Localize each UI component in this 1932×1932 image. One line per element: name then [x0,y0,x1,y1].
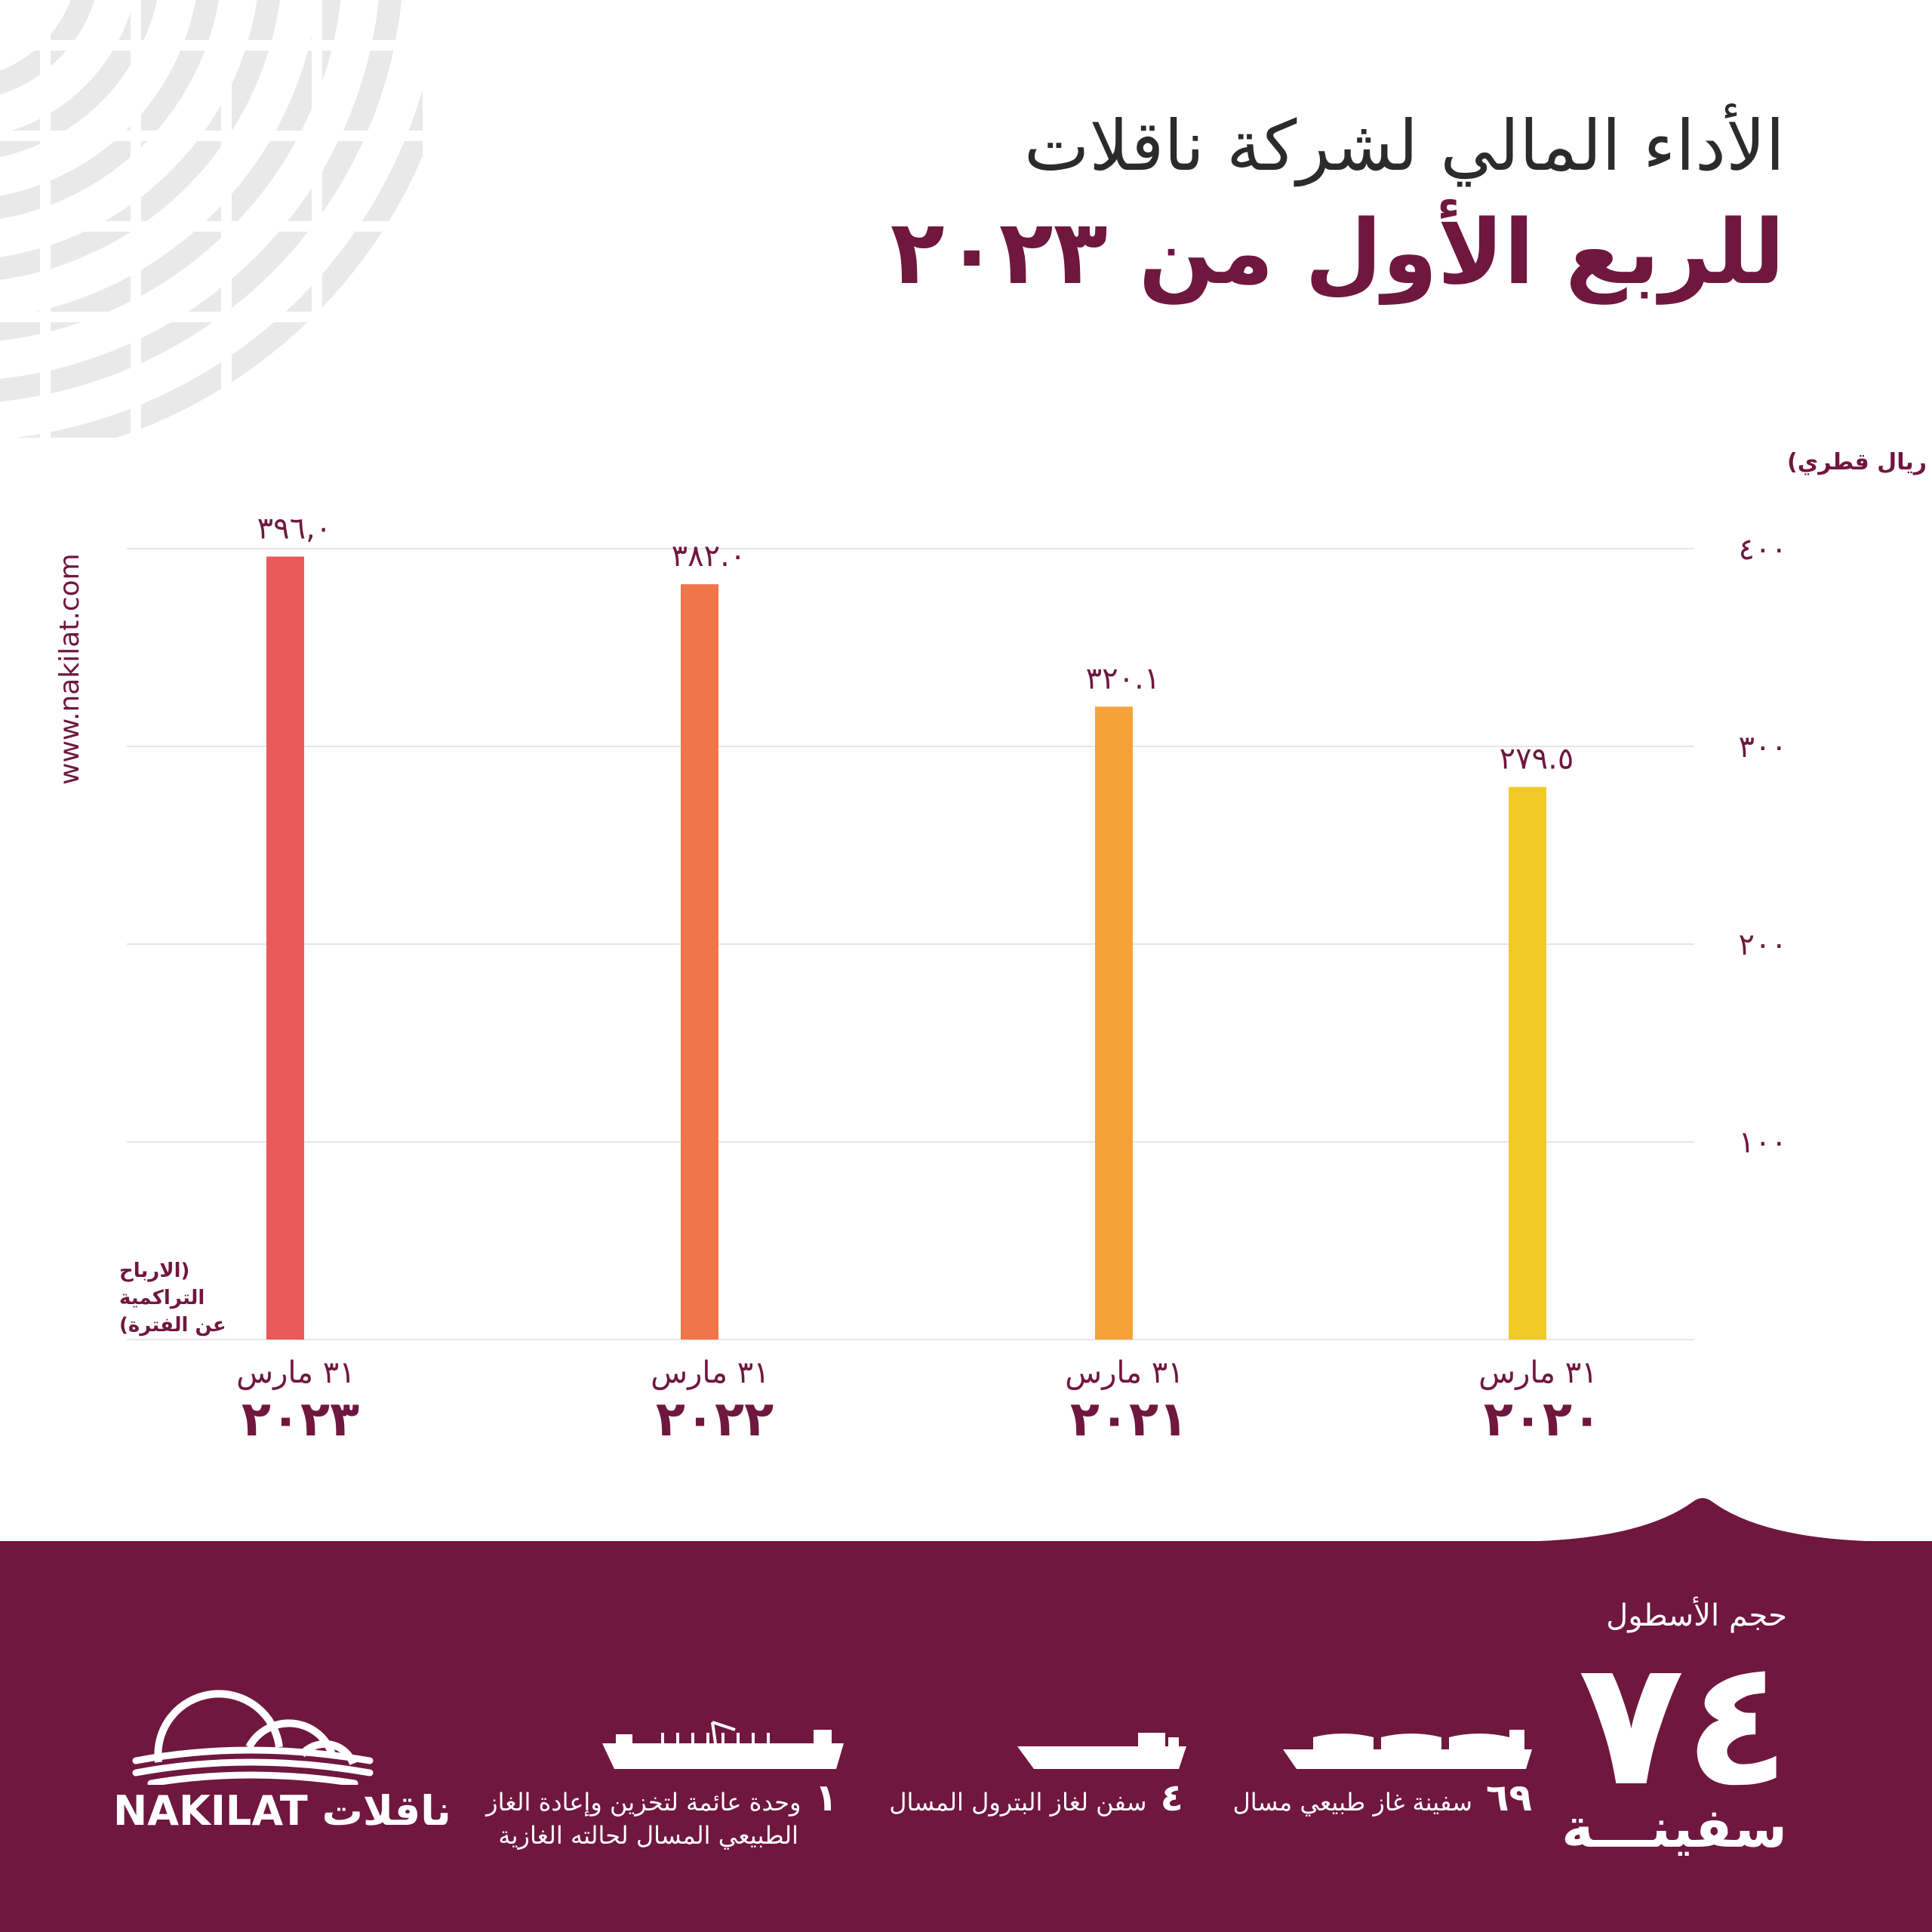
fleet-unit: سفينـــة [1561,1796,1787,1860]
x-tick-label-date: ٣١ مارس [1065,1355,1183,1390]
note-line-3: عن الفترة) [119,1314,226,1337]
x-tick-label-year: ٢٠٢٣ [242,1392,359,1447]
lng-text: سفينة غاز طبيعي مسال [1232,1788,1472,1817]
page-subtitle: للربع الأول من ٢٠٢٣ [890,200,1785,304]
x-tick-label-date: ٣١ مارس [236,1355,355,1390]
cumulative-profit-note: (الارباح التراكمية عن الفترة) [119,1260,226,1337]
nakilat-logo-icon [132,1690,374,1785]
page-title: الأداء المالي لشركة ناقلات [1023,106,1785,186]
fsru-text-line2: الطبيعي المسال لحالته الغازية [498,1821,798,1850]
bar [1095,706,1133,1340]
fleet-size-label: حجم الأسطول [1606,1598,1787,1633]
value-label: ٢٧٩.٥ [1500,742,1574,777]
bar [266,556,304,1340]
lng-count: ٦٩ [1485,1776,1532,1820]
x-tick-label-year: ٢٠٢١ [1070,1392,1188,1447]
x-tick-label-date: ٣١ مارس [1478,1355,1597,1390]
lng-carrier-icon [1283,1730,1532,1769]
fsru-count: ١ [814,1776,838,1820]
value-labels: ٣٩٦,٠ ٣٨٢.٠ ٣٢٠.١ ٢٧٩.٥ [257,511,1574,776]
bars [266,556,1546,1340]
decorative-arcs [0,0,423,438]
fleet-item-fsru: ١ وحدة عائمة لتخزين وإعادة الغاز الطبيعي … [370,1779,838,1852]
value-label: ٣٩٦,٠ [257,511,332,546]
fsru-text: وحدة عائمة لتخزين وإعادة الغاز [486,1788,801,1817]
bar [681,584,718,1340]
fleet-item-lng: ٦٩ سفينة غاز طبيعي مسال [1140,1779,1532,1819]
x-tick-label-year: ٢٠٢٢ [656,1392,774,1447]
y-tick-label: ٢٠٠ [1739,928,1787,962]
lpg-text: سفن لغاز البترول المسال [889,1788,1147,1817]
value-label: ٣٨٢.٠ [672,539,746,574]
note-line-1: (الارباح [119,1260,189,1282]
y-tick-labels: ١٠٠ ٢٠٠ ٣٠٠ ٤٠٠ [1739,532,1787,1160]
logo-wordmark: NAKILAT ناقلات [113,1787,451,1835]
x-tick-label-date: ٣١ مارس [651,1355,769,1390]
fleet-total: ٧٤ [1578,1623,1790,1825]
lpg-carrier-icon [1017,1733,1186,1769]
footer-band [0,1498,1932,1932]
y-tick-label: ١٠٠ [1739,1125,1787,1160]
lpg-count: ٤ [1160,1776,1183,1820]
note-line-2: التراكمية [119,1287,205,1309]
grid-lines [127,548,1694,1340]
bar-chart: (مليون ريال قطري) ١٠٠ ٢٠٠ ٣٠٠ ٤٠٠ ٣٩٦,٠ ٣٨٢.… [119,449,1932,1447]
y-tick-label: ٤٠٠ [1739,532,1787,567]
fleet-item-lpg: ٤ سفن لغاز البترول المسال [791,1779,1183,1819]
x-tick-label-year: ٢٠٢٠ [1484,1392,1601,1447]
y-axis-label: (مليون ريال قطري) [1787,449,1932,475]
fsru-icon [602,1721,844,1769]
y-tick-label: ٣٠٠ [1739,730,1787,764]
value-label: ٣٢٠.١ [1086,661,1161,696]
bar [1509,786,1546,1340]
